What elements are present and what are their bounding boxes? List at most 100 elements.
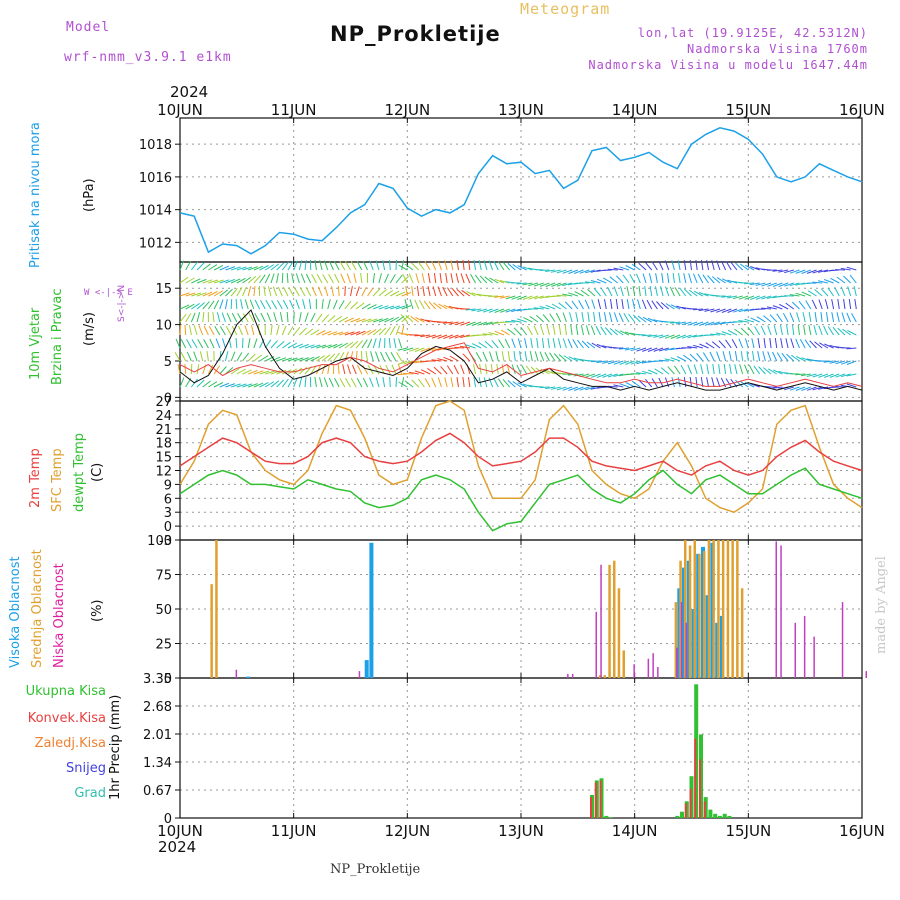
wind-arrow <box>272 286 278 297</box>
wind-arrow <box>403 360 414 365</box>
wind-arrow <box>619 360 630 365</box>
wind-arrow <box>456 260 459 271</box>
wind-arrow <box>591 299 596 310</box>
cloud-bar <box>841 602 844 678</box>
wind-arrow <box>333 315 342 323</box>
wind-arrow <box>687 321 698 326</box>
wind-arrow <box>613 373 624 377</box>
wind-arrow <box>604 327 613 336</box>
precip-bar <box>722 813 727 818</box>
wind-arrow <box>693 364 698 375</box>
wind-arrow <box>842 328 851 336</box>
wind-arrow <box>648 369 658 375</box>
wind-arrow <box>613 384 624 388</box>
wind-arrow <box>562 386 573 391</box>
wind-arrow <box>180 338 187 349</box>
wind-arrow <box>190 261 198 271</box>
wind-arrow <box>613 267 624 271</box>
wind-arrow <box>405 286 408 297</box>
wind-arrow <box>397 331 408 336</box>
wind-arrow <box>549 313 556 323</box>
wind-arrow <box>395 305 406 310</box>
wind-arrow <box>711 276 721 284</box>
wind-arrow <box>696 352 704 362</box>
wind-arrow <box>311 273 317 284</box>
y-tick-label: 9 <box>164 478 172 493</box>
wind-arrow <box>766 306 777 310</box>
wind-arrow <box>499 280 510 284</box>
cloud-bar <box>736 540 739 678</box>
wind-arrow <box>848 299 852 310</box>
wind-arrow <box>253 354 263 362</box>
wind-arrow <box>409 347 419 352</box>
wind-arrow <box>202 301 210 310</box>
wind-arrow <box>373 365 380 375</box>
wind-arrow <box>203 325 209 336</box>
wind-arrow <box>362 260 369 271</box>
wind-arrow <box>795 373 806 376</box>
wind-arrow <box>389 326 396 336</box>
wind-arrow <box>410 315 419 323</box>
wind-arrow <box>344 331 355 336</box>
sfc-temp-line <box>179 400 863 514</box>
wind-arrow <box>756 316 766 323</box>
wind-arrow <box>695 260 698 271</box>
wind-arrow <box>786 353 795 362</box>
wind-arrow <box>659 334 669 339</box>
wind-arrow <box>350 340 359 349</box>
wind-arrow <box>409 299 414 310</box>
wind-arrow <box>649 286 653 297</box>
wind-arrow <box>254 312 261 323</box>
wind-arrow <box>401 292 412 297</box>
wind-arrow <box>444 377 448 388</box>
wind-arrow <box>347 364 351 375</box>
wind-arrow <box>846 383 857 388</box>
wind-arrow <box>586 341 596 349</box>
wind-arrow <box>655 273 658 284</box>
wind-arrow <box>236 277 246 284</box>
wind-arrow <box>215 338 221 349</box>
wind-arrow <box>806 373 817 377</box>
wind-arrow <box>824 299 829 310</box>
wind-arrow <box>568 356 579 362</box>
wind-arrow <box>544 351 550 362</box>
wind-arrow <box>478 341 488 349</box>
wind-arrow <box>772 386 783 389</box>
wind-arrow <box>683 377 687 388</box>
wind-arrow <box>222 338 226 349</box>
wind-arrow <box>175 338 181 349</box>
wind-arrow <box>502 379 511 388</box>
wind-arrow <box>264 381 274 388</box>
precip-bar <box>689 788 692 818</box>
wind-arrow <box>795 338 800 349</box>
wind-arrow <box>494 278 505 284</box>
wind-arrow <box>191 292 202 297</box>
wind-arrow <box>247 353 256 362</box>
y-tick-label: 15 <box>155 282 172 297</box>
wind-arrow <box>600 287 607 297</box>
wind-arrow <box>573 269 584 274</box>
wind-arrow <box>564 325 567 336</box>
wind-arrow <box>236 383 247 388</box>
date-label-bottom: 11JUN <box>271 822 317 840</box>
wind-arrow <box>276 300 283 310</box>
wind-arrow <box>193 325 198 336</box>
station-title: NP_Prokletije <box>330 22 501 46</box>
cloud-bar <box>685 622 687 678</box>
wind-arrow <box>460 334 470 339</box>
wind-arrow <box>767 325 772 336</box>
wind-arrow <box>350 286 353 297</box>
wind-arrow <box>521 365 528 375</box>
wind-arrow <box>507 351 511 362</box>
wind-arrow <box>179 304 190 310</box>
wind-arrow <box>541 338 545 349</box>
wind-arrow <box>584 281 595 284</box>
wind-arrow <box>477 321 488 326</box>
wind-arrow <box>288 287 295 297</box>
wind-arrow <box>425 334 436 339</box>
wind-arrow <box>766 295 777 299</box>
wind-arrow <box>677 260 681 271</box>
wind-arrow <box>687 334 698 339</box>
wind-arrow <box>462 353 471 362</box>
wind-arrow <box>372 273 375 284</box>
